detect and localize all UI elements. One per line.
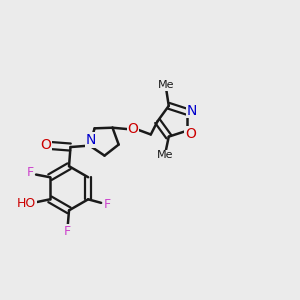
Text: HO: HO bbox=[17, 197, 36, 210]
Text: F: F bbox=[103, 198, 111, 211]
Text: N: N bbox=[85, 133, 96, 147]
Text: N: N bbox=[187, 103, 197, 118]
Text: O: O bbox=[185, 127, 196, 141]
Text: Me: Me bbox=[158, 80, 174, 90]
Text: F: F bbox=[64, 225, 71, 238]
Text: O: O bbox=[40, 138, 52, 152]
Text: O: O bbox=[128, 122, 139, 136]
Text: Me: Me bbox=[157, 151, 173, 160]
Text: F: F bbox=[27, 166, 34, 179]
